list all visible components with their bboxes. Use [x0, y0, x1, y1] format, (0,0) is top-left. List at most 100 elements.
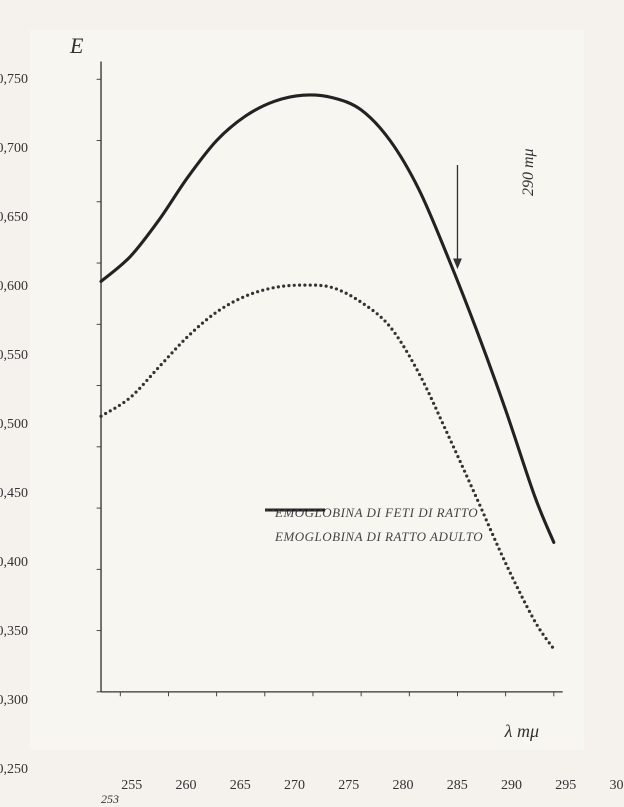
series-adult-dot — [170, 351, 173, 354]
series-adult-dot — [461, 465, 464, 468]
series-adult-dot — [410, 359, 413, 362]
y-tick-label: 0,450 — [0, 486, 28, 502]
y-tick-label: 0,400 — [0, 555, 28, 571]
x-tick-label: 270 — [284, 778, 305, 794]
series-adult-dot — [467, 479, 470, 482]
series-adult-dot — [340, 289, 343, 292]
series-adult-dot — [452, 445, 455, 448]
series-adult-dot — [516, 586, 519, 589]
series-adult-dot — [376, 312, 379, 315]
series-adult-dot — [122, 401, 125, 404]
series-adult-dot — [241, 296, 244, 299]
series-adult-dot — [185, 336, 188, 339]
series-adult-dot — [193, 329, 196, 332]
y-tick-label: 0,600 — [0, 279, 28, 295]
series-adult-dot — [222, 306, 225, 309]
x-axis-label: λ mμ — [505, 721, 539, 742]
series-adult-dot — [399, 341, 402, 344]
series-adult-dot — [335, 287, 338, 290]
series-adult-dot — [495, 543, 498, 546]
series-adult-dot — [236, 298, 239, 301]
chart-container: E ISTITVTO SVPERIORE DI SANITÀ 0,2500,30… — [30, 30, 584, 750]
series-adult-dot — [325, 285, 328, 288]
series-adult-dot — [358, 300, 361, 303]
series-adult-dot — [354, 297, 357, 300]
series-adult-dot — [181, 340, 184, 343]
series-adult-dot — [160, 363, 163, 366]
series-adult-dot — [156, 367, 159, 370]
series-adult-dot — [405, 350, 408, 353]
series-adult-dot — [443, 426, 446, 429]
series-adult-dot — [197, 325, 200, 328]
series-adult-dot — [330, 286, 333, 289]
series-adult-dot — [441, 421, 444, 424]
series-adult-dot — [149, 375, 152, 378]
series-adult-dot — [536, 624, 539, 627]
x-tick-label: 290 — [501, 778, 522, 794]
series-adult-dot — [163, 359, 166, 362]
series-adult-dot — [509, 572, 512, 575]
series-adult-dot — [131, 394, 134, 397]
series-adult-dot — [293, 284, 296, 287]
y-tick-label: 0,350 — [0, 624, 28, 640]
series-adult-dot — [447, 436, 450, 439]
series-adult-dot — [113, 407, 116, 410]
series-adult-dot — [500, 552, 503, 555]
series-adult-dot — [363, 303, 366, 306]
series-adult-dot — [528, 610, 531, 613]
series-adult-dot — [430, 397, 433, 400]
series-adult-dot — [266, 287, 269, 290]
x-tick-label: 280 — [392, 778, 413, 794]
series-adult-dot — [142, 383, 145, 386]
series-adult-dot — [408, 354, 411, 357]
series-adult-dot — [272, 286, 275, 289]
y-tick-label: 0,700 — [0, 141, 28, 157]
y-tick-label: 0,750 — [0, 72, 28, 88]
series-adult-dot — [513, 581, 516, 584]
series-adult-dot — [109, 409, 112, 412]
series-adult-dot — [402, 345, 405, 348]
annotation-arrow-head — [453, 259, 462, 270]
series-adult-dot — [507, 567, 510, 570]
series-adult-dot — [213, 312, 216, 315]
series-adult-dot — [415, 368, 418, 371]
series-adult-dot — [456, 455, 459, 458]
series-adult-dot — [246, 294, 249, 297]
y-tick-label: 0,500 — [0, 417, 28, 433]
series-adult-dot — [371, 309, 374, 312]
series-adult-dot — [227, 303, 230, 306]
series-adult-dot — [436, 411, 439, 414]
series-adult-dot — [201, 322, 204, 325]
series-adult-dot — [439, 416, 442, 419]
series-adult-dot — [454, 450, 457, 453]
series-adult-dot — [450, 440, 453, 443]
series-adult-dot — [178, 343, 181, 346]
series-adult-dot — [476, 499, 479, 502]
series-adult-dot — [345, 292, 348, 295]
series-adult-dot — [463, 470, 466, 473]
series-adult-dot — [504, 562, 507, 565]
series-adult-dot — [232, 300, 235, 303]
series-adult-dot — [544, 637, 547, 640]
series-adult-dot — [127, 398, 130, 401]
series-adult-dot — [470, 484, 473, 487]
series-adult-dot — [118, 404, 121, 407]
series-adult-dot — [380, 316, 383, 319]
x-tick-label: 285 — [447, 778, 468, 794]
x-tick-label: 265 — [230, 778, 251, 794]
series-adult-dot — [394, 332, 397, 335]
y-tick-label: 0,300 — [0, 693, 28, 709]
series-adult-dot — [397, 336, 400, 339]
chart-svg — [30, 30, 584, 750]
series-adult-dot — [104, 412, 107, 415]
series-adult-dot — [319, 284, 322, 287]
series-adult-dot — [423, 382, 426, 385]
series-adult-dot — [277, 285, 280, 288]
series-adult-dot — [428, 392, 431, 395]
series-adult-dot — [459, 460, 462, 463]
series-adult-dot — [261, 289, 264, 292]
annotation-label: 290 mμ — [520, 148, 538, 196]
series-adult-dot — [541, 633, 544, 636]
series-adult-dot — [551, 645, 554, 648]
x-tick-label: 255 — [121, 778, 142, 794]
